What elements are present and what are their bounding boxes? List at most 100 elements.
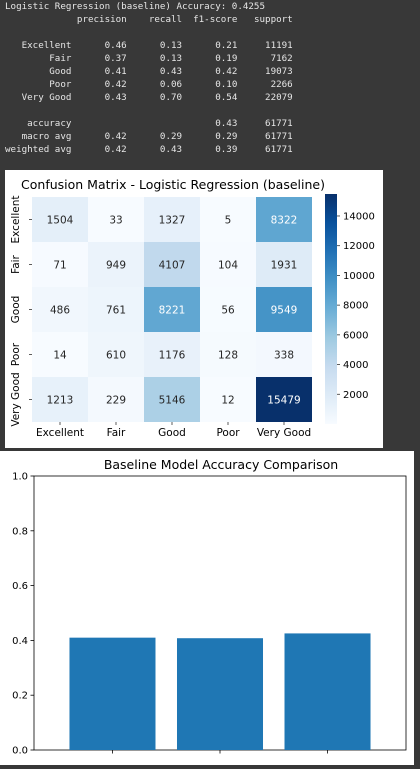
report-summary-row-recall — [127, 118, 182, 129]
heatmap-cell-label: 104 — [218, 260, 238, 272]
heatmap-cell — [200, 242, 256, 287]
heatmap-cell-label: 4107 — [159, 260, 186, 272]
heatmap-cell-label: 8322 — [271, 215, 298, 227]
heatmap-cell-label: 14 — [53, 350, 67, 362]
heatmap-cell — [256, 287, 312, 332]
report-row-label: Poor — [5, 79, 72, 90]
heatmap-cell-label: 128 — [218, 350, 238, 362]
heatmap-cell-label: 15479 — [267, 395, 300, 407]
heatmap-cell-label: 33 — [109, 215, 122, 227]
y-tick-label: 1.0 — [12, 472, 28, 483]
report-summary-row-support: 61771 — [237, 144, 293, 155]
confusion-matrix-panel: Confusion Matrix - Logistic Regression (… — [5, 170, 383, 448]
heatmap-cell — [32, 377, 88, 422]
heatmap-cell-label: 610 — [106, 350, 126, 362]
heatmap-cell-label: 1213 — [47, 395, 74, 407]
report-column-header: support — [237, 14, 293, 25]
heatmap-cell — [144, 377, 200, 422]
report-summary-row-precision: 0.42 — [71, 144, 127, 155]
report-row-recall: 0.13 — [126, 53, 183, 64]
heatmap-cell-label: 229 — [106, 395, 126, 407]
x-tick-label: Very Good — [257, 427, 311, 439]
report-column-header: recall — [126, 14, 183, 25]
report-row-f1-score: 0.54 — [182, 92, 238, 103]
heatmap-cell — [88, 377, 144, 422]
report-summary-row-precision — [71, 118, 126, 129]
heatmap-cell — [88, 287, 144, 332]
report-row-precision: 0.41 — [71, 66, 127, 77]
heatmap-cell-label: 12 — [221, 395, 234, 407]
accuracy-chart-title: Baseline Model Accuracy Comparison — [104, 457, 338, 472]
accuracy-bar — [284, 633, 371, 750]
heatmap-cell-label: 9549 — [271, 305, 298, 317]
y-tick-label: 0.8 — [12, 526, 28, 537]
report-row-label: Fair — [5, 53, 72, 64]
accuracy-comparison-panel: Baseline Model Accuracy Comparison 0.0 0.2… — [0, 451, 414, 765]
heatmap-cell-label: 5146 — [159, 395, 186, 407]
x-tick-label: Excellent — [36, 427, 84, 439]
colorbar-tick-label: 12000 — [343, 241, 375, 252]
colorbar-tick-label: 4000 — [343, 360, 368, 371]
accuracy-bar — [69, 637, 156, 750]
heatmap-cell — [32, 287, 88, 332]
report-row-recall: 0.43 — [126, 66, 183, 77]
report-row-support: 11191 — [237, 40, 293, 51]
report-row-f1-score: 0.19 — [182, 53, 238, 64]
heatmap-cell — [144, 332, 200, 377]
x-tick-label: Good — [158, 427, 186, 439]
heatmap-cell-label: 761 — [106, 305, 126, 317]
heatmap-cell — [88, 197, 144, 242]
report-row-recall: 0.13 — [126, 40, 183, 51]
heatmap-cell — [200, 332, 256, 377]
heatmap-cell-label: 338 — [274, 350, 294, 362]
report-row-label: Excellent — [5, 40, 72, 51]
report-row-precision: 0.43 — [71, 92, 127, 103]
heatmap-cell — [88, 242, 144, 287]
heatmap-cell — [144, 242, 200, 287]
colorbar-tick-label: 8000 — [343, 301, 368, 312]
colorbar-tick-label: 14000 — [343, 211, 375, 222]
report-row-f1-score: 0.42 — [182, 66, 238, 77]
report-row-recall: 0.70 — [126, 92, 183, 103]
report-summary-row-precision: 0.42 — [71, 131, 127, 142]
report-title: Logistic Regression (baseline) Accuracy:… — [5, 1, 265, 12]
report-row-support: 22079 — [237, 92, 293, 103]
heatmap-cell-label: 71 — [53, 260, 66, 272]
report-column-header: precision — [71, 14, 127, 25]
report-row-support: 7162 — [237, 53, 293, 64]
heatmap-cell-label: 5 — [225, 215, 232, 227]
heatmap-cell-label: 949 — [106, 260, 126, 272]
heatmap-cell — [88, 332, 144, 377]
report-summary-row-support: 61771 — [237, 118, 293, 129]
report-summary-row-label: macro avg — [5, 131, 72, 142]
heatmap-cell — [144, 287, 200, 332]
y-tick-label: 0.4 — [12, 636, 28, 647]
heatmap-cell-label: 1327 — [159, 215, 186, 227]
heatmap-cell — [256, 332, 312, 377]
y-tick-label: 0.6 — [12, 581, 28, 592]
report-summary-row-label: accuracy — [5, 118, 72, 129]
y-tick-label: 0.0 — [12, 746, 28, 757]
y-tick-label: Poor — [10, 342, 22, 366]
heatmap-cell — [256, 197, 312, 242]
heatmap-cell — [32, 197, 88, 242]
report-summary-row-f1-score: 0.39 — [182, 144, 238, 155]
heatmap-cell-label: 1931 — [271, 260, 298, 272]
heatmap-cell-label: 1176 — [159, 350, 186, 362]
x-tick-label: Poor — [216, 427, 240, 439]
heatmap-cell — [256, 242, 312, 287]
report-row-precision: 0.42 — [71, 79, 127, 90]
report-row-precision: 0.46 — [71, 40, 127, 51]
report-summary-row-recall: 0.29 — [126, 131, 183, 142]
heatmap-cell — [144, 197, 200, 242]
heatmap-cell — [32, 332, 88, 377]
colorbar-tick-label: 2000 — [343, 390, 368, 401]
heatmap-cell-label: 56 — [221, 305, 235, 317]
colorbar-tick-label: 6000 — [343, 330, 368, 341]
heatmap-cell-label: 8221 — [159, 305, 186, 317]
heatmap-cell — [200, 377, 256, 422]
report-row-label: Good — [5, 66, 72, 77]
y-tick-label: 0.2 — [12, 691, 28, 702]
report-summary-row-f1-score: 0.43 — [182, 118, 238, 129]
report-row-support: 19073 — [237, 66, 293, 77]
